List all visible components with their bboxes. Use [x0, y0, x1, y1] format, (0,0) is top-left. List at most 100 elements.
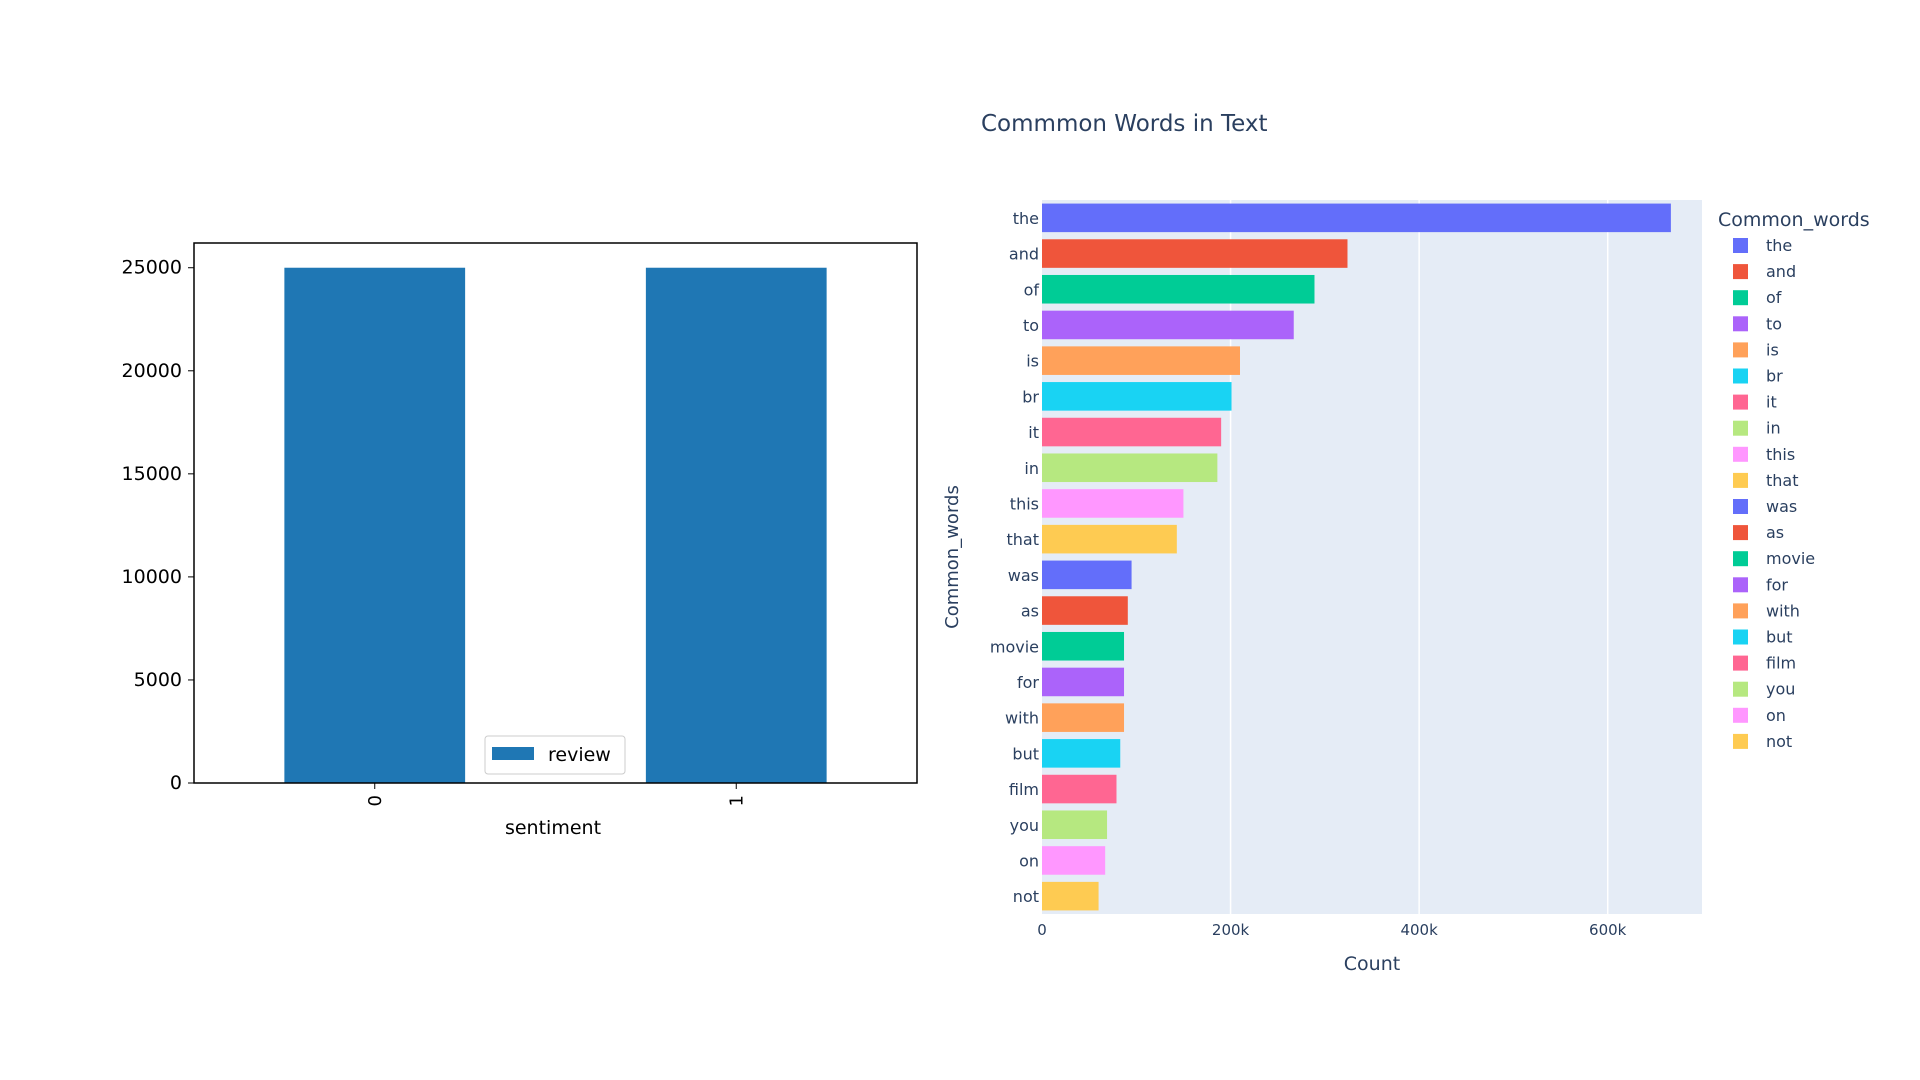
legend-swatch-review [492, 747, 534, 760]
bar-0 [284, 267, 466, 784]
plot-background [1042, 200, 1702, 914]
y-tick-label: this [1010, 494, 1039, 513]
x-tick-label: 600k [1589, 921, 1627, 939]
legend-item-as[interactable]: as [1733, 523, 1784, 542]
legend-swatch [1733, 316, 1748, 332]
legend-label: to [1766, 314, 1782, 333]
legend-item-you[interactable]: you [1733, 680, 1795, 699]
bar-that[interactable] [1042, 524, 1177, 554]
legend-frame [484, 735, 626, 775]
y-axis-label: Common_words [942, 485, 963, 629]
legend-swatch [1733, 525, 1748, 541]
bar-and[interactable] [1042, 239, 1348, 268]
legend-label: was [1766, 497, 1797, 516]
x-tick-label: 0 [365, 795, 386, 806]
bar-in[interactable] [1042, 453, 1218, 483]
legend-item-film[interactable]: film [1733, 654, 1796, 673]
legend-label: that [1766, 471, 1799, 490]
bar-of[interactable] [1042, 274, 1315, 304]
legend-swatch [1733, 238, 1748, 253]
legend[interactable]: the and of to is br it in this that was as movie for w… [1733, 236, 1815, 751]
legend-swatch [1733, 290, 1748, 306]
legend-label: movie [1766, 549, 1815, 568]
y-tick-label: the [1013, 209, 1039, 228]
legend-item-for[interactable]: for [1733, 575, 1788, 594]
y-tick-label: 0 [170, 772, 182, 794]
bar-with[interactable] [1042, 703, 1125, 732]
bar-was[interactable] [1042, 560, 1132, 590]
y-tick-label: 25000 [122, 257, 182, 279]
y-tick-label: movie [990, 637, 1039, 656]
legend: review [484, 735, 626, 775]
y-tick-label: was [1008, 566, 1039, 585]
legend-swatch [1733, 472, 1748, 488]
legend-title: Common_words [1718, 209, 1870, 231]
x-tick-label: 1 [726, 795, 747, 806]
bar-movie[interactable] [1042, 631, 1125, 661]
legend-label: film [1766, 654, 1796, 673]
legend-label: as [1766, 523, 1784, 542]
legend-item-to[interactable]: to [1733, 314, 1782, 333]
y-tick-label: you [1010, 816, 1039, 835]
legend-label: this [1766, 445, 1795, 464]
y-tick-label: br [1022, 387, 1039, 406]
y-tick-label: with [1005, 709, 1039, 728]
bar-film[interactable] [1042, 774, 1117, 804]
bar-br[interactable] [1042, 382, 1232, 411]
legend-item-is[interactable]: is [1733, 340, 1779, 359]
x-tick-label: 400k [1400, 921, 1438, 939]
legend-item-in[interactable]: in [1733, 419, 1781, 438]
legend-item-on[interactable]: on [1733, 706, 1786, 725]
y-tick-label: is [1026, 352, 1039, 371]
bar-for[interactable] [1042, 667, 1125, 697]
bar-not[interactable] [1042, 881, 1099, 911]
legend-swatch [1733, 733, 1748, 749]
legend-item-br[interactable]: br [1733, 367, 1783, 386]
bar-this[interactable] [1042, 489, 1184, 518]
legend-label: br [1766, 367, 1783, 386]
bar-is[interactable] [1042, 346, 1240, 375]
legend-label: on [1766, 706, 1786, 725]
y-axis: 0 5000 10000 15000 20000 25000 [122, 257, 194, 794]
legend-swatch [1733, 655, 1748, 671]
y-tick-label: 5000 [134, 669, 182, 691]
legend-swatch [1733, 629, 1748, 645]
y-tick-label: and [1009, 245, 1039, 264]
legend-item-that[interactable]: that [1733, 471, 1799, 490]
legend-swatch [1733, 342, 1748, 358]
legend-swatch [1733, 681, 1748, 697]
legend-item-this[interactable]: this [1733, 445, 1795, 464]
y-tick-label: as [1021, 602, 1039, 621]
legend-item-but[interactable]: but [1733, 628, 1793, 647]
legend-item-movie[interactable]: movie [1733, 549, 1815, 568]
legend-label: is [1766, 340, 1779, 359]
legend-item-it[interactable]: it [1733, 393, 1777, 412]
legend-item-the[interactable]: the [1733, 236, 1792, 255]
bar-on[interactable] [1042, 846, 1106, 875]
y-tick-label: not [1013, 887, 1039, 906]
legend-swatch [1733, 499, 1748, 514]
legend-swatch [1733, 446, 1748, 462]
legend-swatch [1733, 368, 1748, 384]
bar-you[interactable] [1042, 810, 1108, 840]
y-tick-label: 10000 [122, 566, 182, 588]
bar-to[interactable] [1042, 310, 1294, 340]
x-axis-label: Count [1344, 953, 1400, 975]
legend-item-and[interactable]: and [1733, 262, 1796, 281]
y-tick-label: for [1017, 673, 1039, 692]
legend-item-of[interactable]: of [1733, 288, 1782, 307]
legend-item-with[interactable]: with [1733, 601, 1800, 620]
legend-item-not[interactable]: not [1733, 732, 1792, 751]
bar-the[interactable] [1042, 203, 1671, 233]
legend-item-was[interactable]: was [1733, 497, 1797, 516]
legend-swatch [1733, 577, 1748, 593]
chart-title: Commmon Words in Text [981, 111, 1268, 137]
bar-as[interactable] [1042, 596, 1128, 625]
bar-but[interactable] [1042, 739, 1121, 768]
bar-it[interactable] [1042, 417, 1222, 447]
y-tick-label: film [1009, 780, 1039, 799]
word-bars [1042, 203, 1671, 911]
y-tick-label: in [1024, 459, 1039, 478]
